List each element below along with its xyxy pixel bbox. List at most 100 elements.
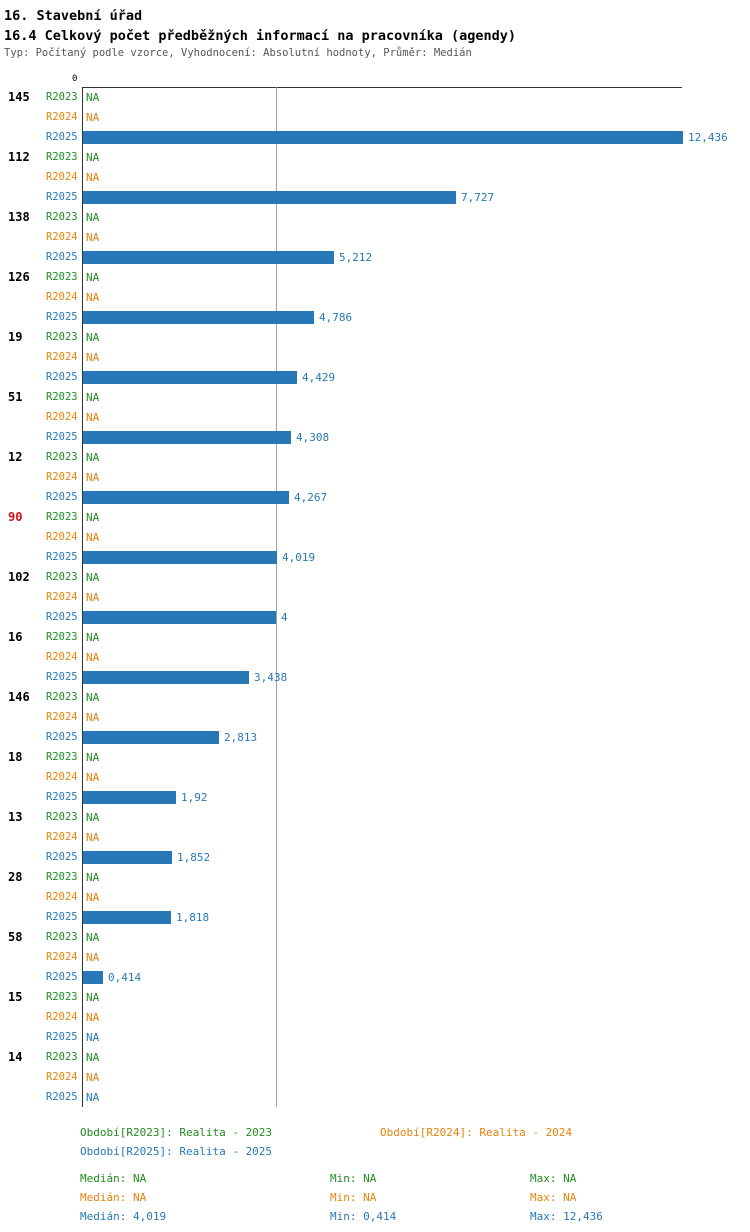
series-label: R2024 (46, 471, 78, 483)
chart-row: 14 R2023 NA (0, 1047, 750, 1067)
value-bar (83, 850, 172, 864)
chart-row: R2024 NA (0, 227, 750, 247)
bar-zone: NA (82, 1011, 750, 1024)
y-axis-line (82, 87, 83, 1107)
series-label: R2025 (46, 671, 78, 683)
series-label: R2025 (46, 611, 78, 623)
na-label: NA (86, 510, 100, 524)
bar-zone: 7,727 (82, 190, 750, 204)
value-bar (83, 490, 289, 504)
na-label: NA (86, 230, 100, 244)
bar-zone: 2,813 (82, 730, 750, 744)
x-axis-line (82, 87, 682, 88)
na-label: NA (86, 810, 100, 824)
series-label: R2024 (46, 291, 78, 303)
series-label: R2023 (46, 751, 78, 763)
chart-row: R2025 1,92 (0, 787, 750, 807)
series-label: R2025 (46, 191, 78, 203)
na-label: NA (86, 170, 100, 184)
bar-zone: NA (82, 891, 750, 904)
chart-row: R2025 4,267 (0, 487, 750, 507)
series-label: R2023 (46, 271, 78, 283)
na-label: NA (86, 1030, 100, 1044)
bar-zone: 1,818 (82, 910, 750, 924)
chart-row: R2024 NA (0, 107, 750, 127)
legend-row-1: Období[R2023]: Realita - 2023 Období[R20… (80, 1123, 750, 1142)
series-label: R2023 (46, 1051, 78, 1063)
chart-row: 138 R2023 NA (0, 207, 750, 227)
group-id-label: 90 (8, 510, 23, 524)
bar-zone: NA (82, 1071, 750, 1084)
chart-row: 102 R2023 NA (0, 567, 750, 587)
series-label: R2024 (46, 1071, 78, 1083)
bar-zone: NA (82, 631, 750, 644)
series-label: R2024 (46, 171, 78, 183)
value-label: 4,429 (302, 370, 336, 384)
chart-row: R2024 NA (0, 167, 750, 187)
group-id-label: 13 (8, 810, 23, 824)
bar-group: 16 R2023 NA R2024 NA R2025 3,438 (0, 627, 750, 687)
value-label: 4,308 (296, 430, 330, 444)
chart-row: R2025 4,308 (0, 427, 750, 447)
bar-zone: NA (82, 991, 750, 1004)
bar-chart: 0 145 R2023 NA R2024 NA R2025 12,436 112 R2023 NA… (0, 74, 750, 1107)
value-label: 7,727 (461, 190, 495, 204)
value-label: 1,852 (177, 850, 211, 864)
na-label: NA (86, 830, 100, 844)
na-label: NA (86, 890, 100, 904)
series-label: R2025 (46, 731, 78, 743)
bar-group: 58 R2023 NA R2024 NA R2025 0,414 (0, 927, 750, 987)
bar-zone: NA (82, 211, 750, 224)
series-label: R2023 (46, 811, 78, 823)
bar-zone: NA (82, 831, 750, 844)
series-label: R2023 (46, 91, 78, 103)
bar-zone: NA (82, 231, 750, 244)
na-label: NA (86, 350, 100, 364)
series-label: R2023 (46, 871, 78, 883)
na-label: NA (86, 410, 100, 424)
bar-zone: NA (82, 951, 750, 964)
x-axis-zero-label: 0 (72, 74, 78, 84)
value-bar (83, 130, 683, 144)
value-label: 1,818 (176, 910, 210, 924)
series-label: R2025 (46, 851, 78, 863)
stats-row-r2025: Medián: 4,019 Min: 0,414 Max: 12,436 (80, 1207, 750, 1226)
value-label: 5,212 (339, 250, 373, 264)
value-bar (83, 790, 176, 804)
bar-zone: NA (82, 751, 750, 764)
chart-row: R2024 NA (0, 587, 750, 607)
series-label: R2024 (46, 951, 78, 963)
bar-zone: NA (82, 1031, 750, 1044)
series-label: R2024 (46, 411, 78, 423)
bar-group: 51 R2023 NA R2024 NA R2025 4,308 (0, 387, 750, 447)
na-label: NA (86, 90, 100, 104)
series-label: R2025 (46, 311, 78, 323)
chart-row: 19 R2023 NA (0, 327, 750, 347)
bar-group: 13 R2023 NA R2024 NA R2025 1,852 (0, 807, 750, 867)
chart-row: R2025 1,818 (0, 907, 750, 927)
chart-row: R2024 NA (0, 1067, 750, 1087)
bar-zone: NA (82, 871, 750, 884)
group-id-label: 28 (8, 870, 23, 884)
chart-row: R2025 1,852 (0, 847, 750, 867)
bar-group: 112 R2023 NA R2024 NA R2025 7,727 (0, 147, 750, 207)
chart-row: 126 R2023 NA (0, 267, 750, 287)
bar-zone: NA (82, 291, 750, 304)
series-label: R2025 (46, 1091, 78, 1103)
na-label: NA (86, 990, 100, 1004)
series-label: R2025 (46, 791, 78, 803)
series-label: R2024 (46, 351, 78, 363)
bar-zone: NA (82, 571, 750, 584)
value-bar (83, 550, 277, 564)
bar-zone: NA (82, 511, 750, 524)
bar-zone: NA (82, 111, 750, 124)
group-id-label: 19 (8, 330, 23, 344)
chart-row: 13 R2023 NA (0, 807, 750, 827)
chart-row: 90 R2023 NA (0, 507, 750, 527)
legend-item-r2024: Období[R2024]: Realita - 2024 (380, 1126, 573, 1139)
bar-zone: 4,267 (82, 490, 750, 504)
bar-group: 138 R2023 NA R2024 NA R2025 5,212 (0, 207, 750, 267)
na-label: NA (86, 270, 100, 284)
na-label: NA (86, 150, 100, 164)
bar-zone: 0,414 (82, 970, 750, 984)
